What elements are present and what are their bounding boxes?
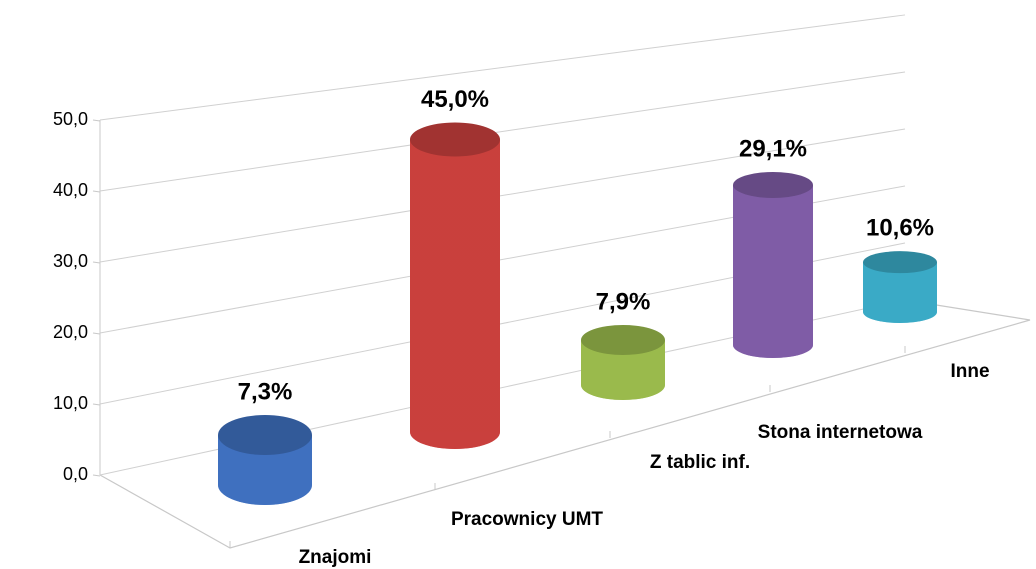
y-tick [92, 119, 101, 122]
grid-line [99, 14, 906, 121]
value-label: 10,6% [866, 215, 934, 242]
y-tick [92, 332, 101, 335]
y-tick-label: 50,0 [53, 109, 88, 129]
x-tick-label: Znajomi [299, 547, 372, 568]
y-tick [92, 403, 101, 406]
bar-side [581, 339, 665, 400]
bar-side [410, 139, 500, 449]
y-tick [92, 261, 101, 264]
x-tick-label: Inne [950, 361, 989, 382]
y-tick-label: 20,0 [53, 322, 88, 342]
bar-side [863, 262, 937, 323]
value-label: 45,0% [421, 86, 489, 113]
grid-line [99, 128, 906, 263]
floor-outline [99, 299, 1031, 549]
value-label: 7,3% [238, 378, 293, 405]
y-tick [92, 190, 101, 193]
y-tick [92, 474, 101, 477]
grid-line [99, 71, 906, 192]
value-label: 7,9% [596, 288, 651, 315]
bar-side [218, 434, 312, 505]
bar-top [218, 414, 312, 455]
x-tick-label: Stona internetowa [758, 422, 923, 443]
bar-top [863, 251, 937, 274]
value-label: 29,1% [739, 135, 807, 162]
bar-top [410, 122, 500, 157]
bar-top [581, 324, 665, 355]
y-tick-label: 40,0 [53, 180, 88, 200]
x-tick-label: Z tablic inf. [650, 452, 750, 473]
bar-side [733, 184, 813, 358]
y-tick-label: 30,0 [53, 251, 88, 271]
x-tick-label: Pracownicy UMT [451, 509, 603, 530]
y-tick-label: 0,0 [63, 464, 88, 484]
bar-top [733, 171, 813, 198]
y-tick-label: 10,0 [53, 393, 88, 413]
